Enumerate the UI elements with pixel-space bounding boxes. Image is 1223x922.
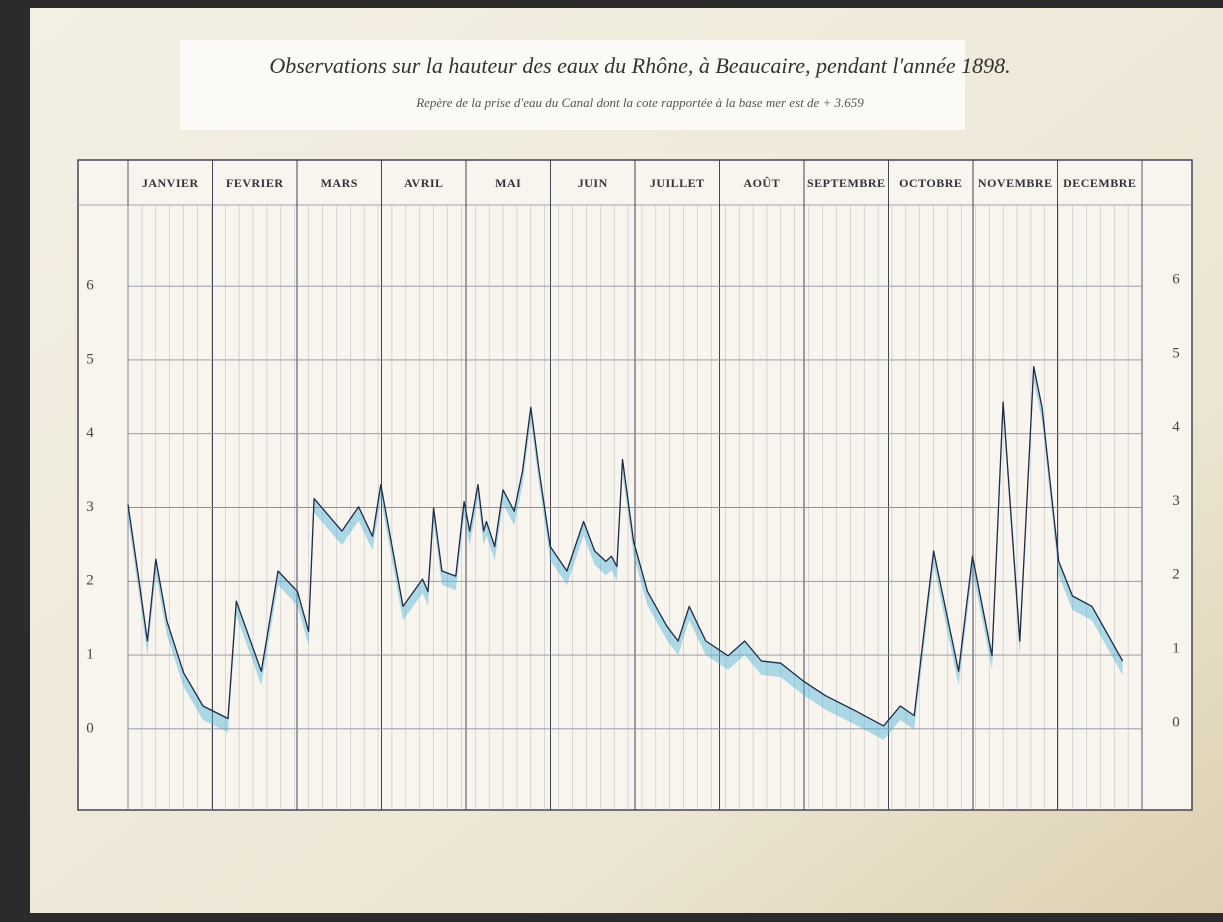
y2-tick-label: 2 bbox=[1172, 567, 1180, 583]
month-label: JANVIER bbox=[142, 176, 199, 190]
month-label: AOÛT bbox=[743, 176, 780, 190]
month-label: MAI bbox=[495, 176, 521, 190]
title-panel bbox=[180, 40, 965, 130]
y-tick-label: 0 bbox=[86, 720, 94, 736]
month-label: JUIN bbox=[578, 176, 608, 190]
chart-title: Observations sur la hauteur des eaux du … bbox=[269, 53, 1010, 78]
y2-tick-label: 6 bbox=[1172, 272, 1180, 288]
month-label: SEPTEMBRE bbox=[807, 176, 886, 190]
water-line bbox=[127, 365, 1124, 727]
y2-tick-label: 5 bbox=[1172, 345, 1180, 361]
y2-tick-label: 0 bbox=[1172, 714, 1180, 730]
y2-tick-label: 1 bbox=[1172, 640, 1180, 656]
y-tick-label: 2 bbox=[86, 573, 94, 589]
month-label: FEVRIER bbox=[226, 176, 284, 190]
month-label: MARS bbox=[321, 176, 358, 190]
month-label: JUILLET bbox=[650, 176, 705, 190]
y-tick-label: 1 bbox=[86, 646, 94, 662]
month-label: NOVEMBRE bbox=[978, 176, 1053, 190]
y2-tick-label: 3 bbox=[1172, 493, 1180, 509]
y-tick-label: 5 bbox=[86, 351, 94, 367]
y-tick-label: 4 bbox=[86, 425, 94, 441]
y-tick-label: 3 bbox=[86, 499, 94, 515]
y2-tick-label: 4 bbox=[1172, 419, 1180, 435]
chart-subtitle: Repère de la prise d'eau du Canal dont l… bbox=[415, 95, 864, 110]
month-label: DECEMBRE bbox=[1063, 176, 1136, 190]
month-label: OCTOBRE bbox=[899, 176, 962, 190]
month-label: AVRIL bbox=[404, 176, 444, 190]
y-tick-label: 6 bbox=[86, 278, 94, 294]
